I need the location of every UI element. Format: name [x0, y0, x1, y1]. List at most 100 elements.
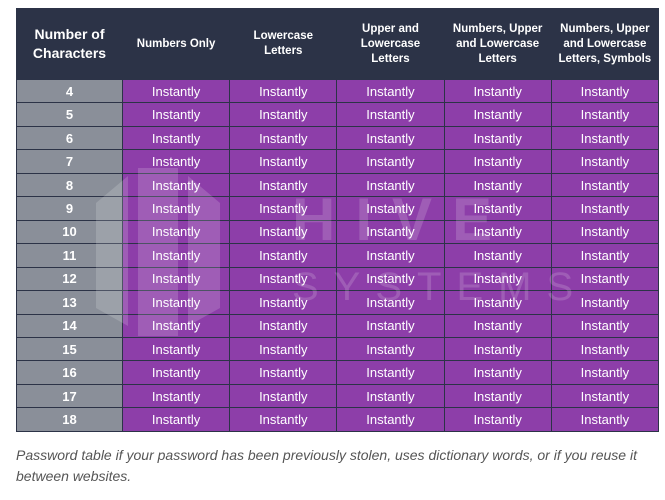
crack-time-cell: Instantly [230, 197, 337, 220]
column-header-line: Letters [478, 52, 517, 65]
crack-time-cell: Instantly [444, 126, 551, 150]
table-body: 4 Instantly Instantly Instantly Instantly Ins… [17, 80, 658, 431]
crack-time-cell: Instantly [337, 150, 444, 173]
table-row: 8 Instantly Instantly Instantly Instantly Ins… [17, 173, 658, 197]
crack-time-cell: Instantly [337, 267, 444, 291]
crack-time-cell: Instantly [230, 291, 337, 314]
crack-time-cell: Instantly [230, 408, 337, 431]
crack-time-cell: Instantly [444, 150, 551, 173]
table-row: 15 Instantly Instantly Instantly Instantly In… [17, 337, 658, 361]
crack-time-cell: Instantly [123, 314, 230, 337]
character-count-cell: 5 [17, 103, 122, 126]
character-count-cell: 18 [17, 408, 122, 431]
column-header-1: Numbers Only [123, 9, 230, 79]
crack-time-cell: Instantly [337, 80, 444, 103]
column-header-line: Numbers, Upper [560, 22, 650, 35]
table-row: 6 Instantly Instantly Instantly Instantly Ins… [17, 126, 658, 150]
crack-time-cell: Instantly [444, 103, 551, 126]
crack-time-cell: Instantly [551, 384, 658, 408]
crack-time-cell: Instantly [123, 126, 230, 150]
character-count-cell: 9 [17, 197, 122, 220]
character-count-cell: 7 [17, 150, 122, 173]
column-header-line: Numbers, Upper [452, 22, 543, 35]
crack-time-cell: Instantly [337, 361, 444, 384]
crack-time-cell: Instantly [337, 220, 444, 244]
crack-time-cell: Instantly [551, 197, 658, 220]
figure-caption: Password table if your password has been… [16, 447, 637, 484]
crack-time-cell: Instantly [551, 291, 658, 314]
column-header-line: Numbers Only [136, 37, 216, 50]
character-count-cell: 4 [17, 80, 122, 103]
column-header-line: and Lowercase [456, 37, 540, 50]
column-header-line: Number of [34, 26, 105, 42]
crack-time-cell: Instantly [337, 173, 444, 197]
table-header-row: Number of Characters Numbers Only Lowercase… [17, 9, 658, 79]
crack-time-cell: Instantly [551, 126, 658, 150]
column-header-line: and Lowercase [563, 37, 647, 50]
character-count-cell: 17 [17, 384, 122, 408]
crack-time-cell: Instantly [337, 337, 444, 361]
crack-time-cell: Instantly [230, 244, 337, 267]
column-header-line: Letters [264, 45, 303, 57]
character-count-cell: 11 [17, 244, 122, 267]
crack-time-cell: Instantly [230, 220, 337, 244]
crack-time-cell: Instantly [551, 244, 658, 267]
column-header-line: Letters, Symbols [558, 52, 652, 65]
crack-time-cell: Instantly [551, 337, 658, 361]
crack-time-cell: Instantly [551, 150, 658, 173]
crack-time-cell: Instantly [123, 267, 230, 291]
crack-time-cell: Instantly [551, 80, 658, 103]
table-row: 16 Instantly Instantly Instantly Instantly In… [17, 361, 658, 384]
crack-time-cell: Instantly [444, 361, 551, 384]
column-header-3: Upper and Lowercase Letters [337, 9, 444, 79]
crack-time-cell: Instantly [123, 150, 230, 173]
column-header-5: Numbers, Upper and Lowercase Letters, Symb… [551, 9, 658, 79]
character-count-cell: 13 [17, 291, 122, 314]
crack-time-cell: Instantly [337, 103, 444, 126]
crack-time-cell: Instantly [337, 314, 444, 337]
crack-time-cell: Instantly [230, 80, 337, 103]
table-row: 5 Instantly Instantly Instantly Instantly Ins… [17, 103, 658, 126]
crack-time-cell: Instantly [123, 384, 230, 408]
character-count-cell: 15 [17, 337, 122, 361]
column-header-line: Lowercase [253, 30, 313, 42]
column-header-line: Upper and [362, 22, 419, 35]
character-count-cell: 10 [17, 220, 122, 244]
character-count-cell: 12 [17, 267, 122, 291]
character-count-cell: 6 [17, 126, 122, 150]
crack-time-cell: Instantly [123, 291, 230, 314]
column-header-characters: Number of Characters [17, 9, 122, 79]
character-count-cell: 16 [17, 361, 122, 384]
crack-time-cell: Instantly [551, 103, 658, 126]
crack-time-cell: Instantly [230, 361, 337, 384]
crack-time-cell: Instantly [337, 244, 444, 267]
table-row: 14 Instantly Instantly Instantly Instantly In… [17, 314, 658, 337]
crack-time-cell: Instantly [230, 267, 337, 291]
crack-time-cell: Instantly [337, 197, 444, 220]
crack-time-cell: Instantly [230, 126, 337, 150]
crack-time-cell: Instantly [337, 291, 444, 314]
column-header-4: Numbers, Upper and Lowercase Letters [444, 9, 551, 79]
table-row: 10 Instantly Instantly Instantly Instantly In… [17, 220, 658, 244]
table-row: 4 Instantly Instantly Instantly Instantly Ins… [17, 80, 658, 103]
crack-time-cell: Instantly [230, 150, 337, 173]
character-count-cell: 14 [17, 314, 122, 337]
crack-time-cell: Instantly [337, 384, 444, 408]
password-table-figure: Number of Characters Numbers Only Lowercase… [16, 8, 659, 432]
crack-time-cell: Instantly [230, 314, 337, 337]
crack-time-cell: Instantly [444, 267, 551, 291]
column-header-2: Lowercase Letters [230, 9, 337, 79]
table-row: 12 Instantly Instantly Instantly Instantly In… [17, 267, 658, 291]
crack-time-cell: Instantly [444, 80, 551, 103]
crack-time-cell: Instantly [444, 314, 551, 337]
crack-time-cell: Instantly [551, 408, 658, 431]
password-crack-time-table: Number of Characters Numbers Only Lowercase… [16, 8, 659, 432]
crack-time-cell: Instantly [230, 337, 337, 361]
crack-time-cell: Instantly [337, 126, 444, 150]
crack-time-cell: Instantly [337, 408, 444, 431]
crack-time-cell: Instantly [123, 244, 230, 267]
crack-time-cell: Instantly [123, 337, 230, 361]
crack-time-cell: Instantly [230, 103, 337, 126]
character-count-cell: 8 [17, 173, 122, 197]
column-header-line: Lowercase [360, 37, 421, 50]
